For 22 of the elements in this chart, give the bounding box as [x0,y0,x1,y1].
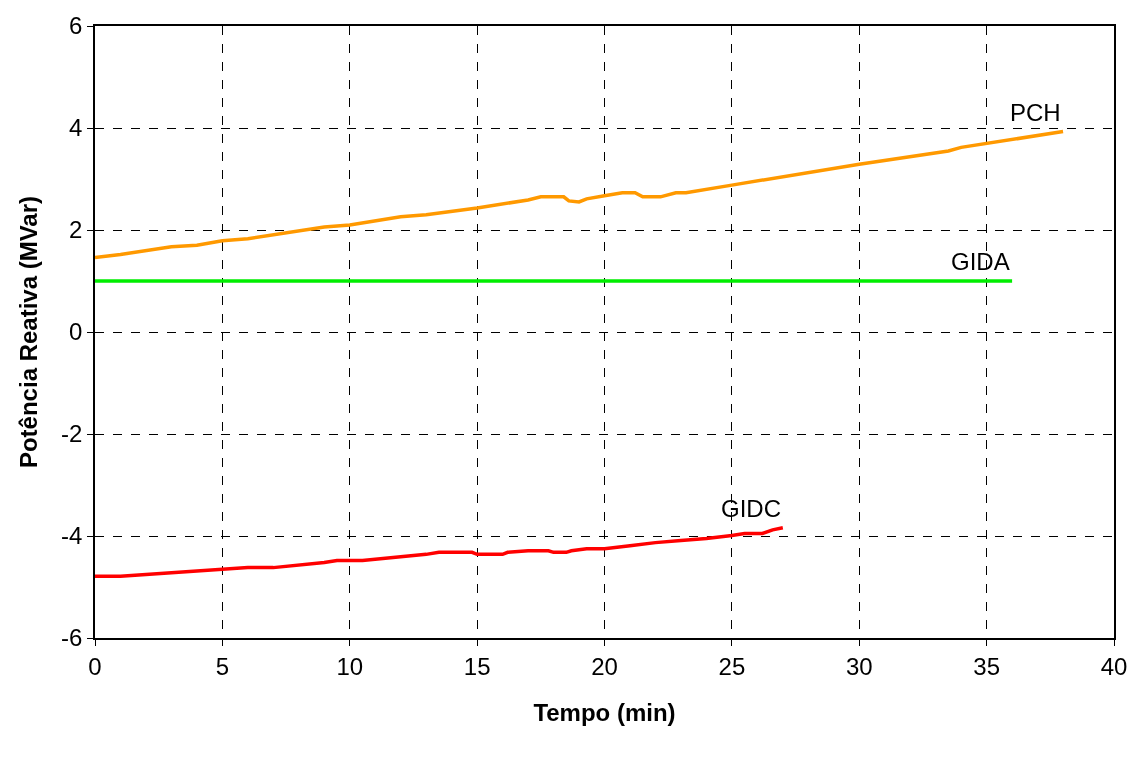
x-tick-label: 25 [718,652,746,680]
y-tick-label: -4 [61,522,83,550]
x-tick-label: 15 [463,652,491,680]
series-label: GIDA [951,248,1010,275]
x-tick-label: 30 [845,652,873,680]
x-tick-label: 40 [1100,652,1128,680]
x-tick-label: 5 [215,652,230,680]
series-label: GIDC [721,495,781,522]
y-tick-label: -6 [61,624,83,652]
line-series [95,526,785,579]
y-tick-label: 6 [69,12,83,40]
x-axis-title: Tempo (min) [533,698,676,726]
y-tick-label: -2 [61,420,83,448]
x-tick-label: 0 [88,652,102,680]
x-tick-label: 10 [336,652,364,680]
y-tick-label: 4 [69,114,83,142]
x-tick-label: 35 [973,652,1000,680]
series-label: PCH [1010,99,1061,126]
y-axis-title: Potência Reativa (MVar) [14,195,42,469]
x-tick-label: 20 [591,652,618,680]
y-tick-label: 2 [69,216,83,244]
y-tick-label: 0 [69,318,83,346]
